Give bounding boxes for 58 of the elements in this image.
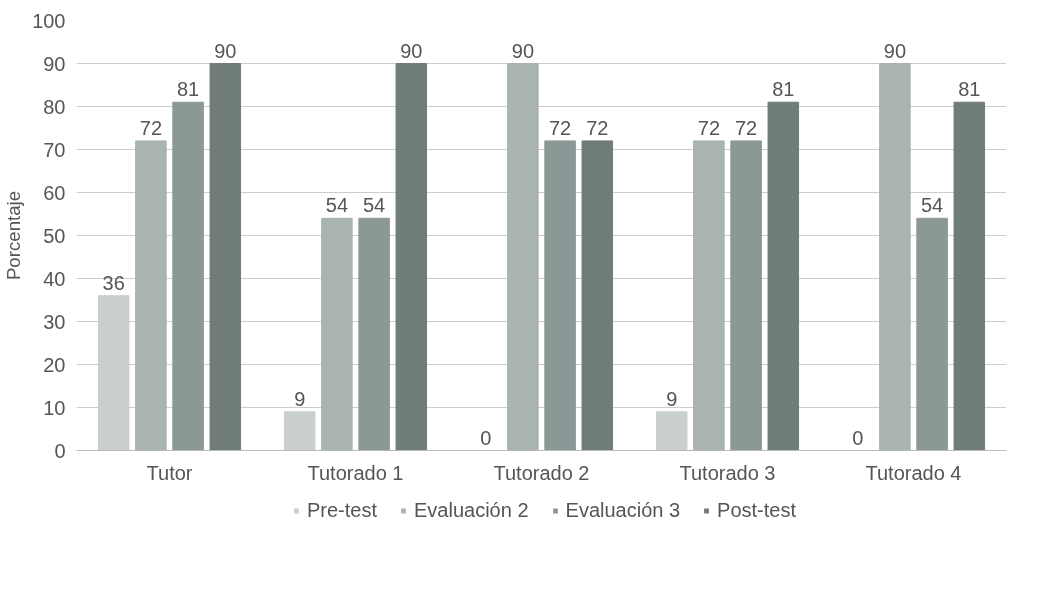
data-label: 81: [958, 78, 981, 101]
x-tick-label: Tutor: [146, 461, 193, 484]
legend-label: Evaluación 2: [414, 498, 529, 522]
bar: [283, 411, 316, 451]
data-label: 90: [883, 39, 907, 62]
y-tick-label: 0: [54, 439, 66, 462]
legend-label: Pre-test: [306, 498, 378, 522]
data-label: 9: [666, 387, 678, 410]
bar: [693, 140, 725, 451]
legend-label: Post-test: [717, 498, 797, 522]
bar: [953, 101, 986, 451]
data-label: 72: [734, 116, 758, 139]
data-label: 0: [852, 426, 864, 449]
y-tick-label: 20: [43, 353, 66, 376]
x-tick-label: Tutorado 2: [493, 461, 590, 484]
bar: [395, 63, 428, 451]
bar: [321, 217, 353, 451]
y-tick-label: 60: [43, 181, 66, 204]
y-tick-label: 100: [32, 9, 66, 32]
data-label: 81: [772, 78, 795, 101]
data-label: 81: [176, 78, 200, 101]
data-label: 90: [511, 39, 535, 62]
data-label: 72: [586, 116, 609, 139]
y-tick-label: 30: [43, 310, 66, 333]
legend-label: Evaluación 3: [565, 498, 681, 522]
bar: [655, 411, 688, 451]
y-tick-label: 40: [43, 267, 66, 290]
bar: [581, 140, 614, 451]
y-axis-title: Porcentaje: [3, 190, 25, 281]
data-label: 0: [480, 426, 492, 449]
data-label: 72: [548, 116, 572, 139]
bar: [916, 217, 948, 451]
x-tick-label: Tutorado 4: [865, 461, 962, 484]
bar: [135, 140, 167, 451]
y-tick-label: 80: [43, 95, 66, 118]
bar: [879, 63, 911, 451]
data-label: 72: [139, 116, 163, 139]
x-tick-label: Tutorado 1: [307, 461, 404, 484]
bar: [358, 217, 390, 451]
bar: [730, 140, 762, 451]
bar: [172, 101, 204, 451]
data-label: 90: [214, 39, 237, 62]
y-tick-label: 10: [43, 396, 66, 419]
bar: [544, 140, 576, 451]
data-label: 54: [920, 194, 944, 217]
bar: [507, 63, 539, 451]
data-label: 72: [697, 116, 721, 139]
x-tick-label: Tutorado 3: [679, 461, 776, 484]
bar: [767, 101, 800, 451]
bar: [209, 63, 242, 451]
y-tick-label: 50: [43, 224, 66, 247]
y-tick-label: 70: [43, 138, 66, 161]
y-tick-label: 90: [43, 52, 66, 75]
data-label: 54: [325, 194, 349, 217]
data-label: 36: [102, 271, 125, 294]
data-label: 9: [294, 387, 306, 410]
data-label: 54: [362, 194, 386, 217]
data-label: 90: [400, 39, 423, 62]
